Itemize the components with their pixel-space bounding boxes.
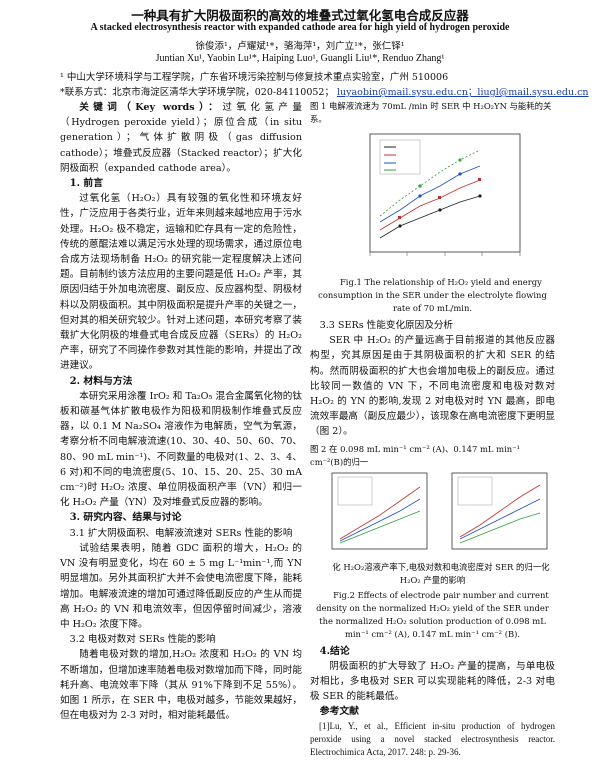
heading: 1. 前言	[69, 178, 104, 190]
figure-1	[369, 133, 521, 256]
reference: [1]Lu, Y., et al., Efficient in-situ pro…	[310, 720, 555, 757]
subheading: 3.2 电极对数对 SERs 性能的影响	[69, 634, 216, 646]
subheading: 3.3 SERs 性能变化原因及分析	[319, 320, 454, 331]
keywords: 过氧化氢产量（Hydrogen peroxide yield）；原位合成（in …	[60, 102, 302, 174]
heading: 参考文献	[319, 706, 359, 718]
paragraph: 阴极面积的扩大导致了 H₂O₂ 产量的提高，与单电极对相比，多电极对 SER 可…	[310, 660, 555, 703]
contact: *联系方式：北京市海淀区清华大学环境学院，020-84110052；	[60, 87, 334, 98]
title: 一种具有扩大阴极面积的高效的堆叠式过氧化氢电合成反应器	[131, 8, 469, 23]
figure-caption: 图 2 在 0.098 mL min⁻¹ cm⁻² (A)、0.147 mL m…	[310, 443, 520, 467]
paragraph: 随着电极对数的增加,H₂O₂ 浓度和 H₂O₂ 的 VN 均不断增加，但增加速率…	[60, 649, 302, 722]
subheading: 3.1 扩大阴极面积、电解液流速对 SERs 性能的影响	[69, 527, 293, 539]
figure-caption: 化 H₂O₂溶液产率下,电极对数和电流密度对 SER 的归一化 H₂O₂ 产量的…	[332, 561, 550, 585]
figure-caption: 图 1 电解液流速为 70mL /min 时 SER 中 H₂O₂YN 与能耗的…	[310, 101, 552, 124]
right-column: 图 1 电解液流速为 70mL /min 时 SER 中 H₂O₂YN 与能耗的…	[310, 100, 555, 759]
heading: 3. 研究内容、结果与讨论	[69, 512, 182, 524]
heading: 4.结论	[319, 645, 350, 657]
heading: 2. 材料与方法	[69, 375, 133, 387]
title-en: A stacked electrosynthesis reactor with …	[90, 22, 510, 33]
figure-2	[331, 472, 548, 550]
authors-en: Juntian Xu¹, Yaobin Lu¹*, Haiping Luo¹, …	[155, 53, 445, 64]
paragraph: 本研究采用涂覆 IrO₂ 和 Ta₂O₅ 混合金属氧化物的钛板和碳基气体扩散电极…	[60, 390, 302, 509]
paragraph: 过氧化氢（H₂O₂）具有较强的氧化性和环境友好性，广泛应用于各类行业，近年来则越…	[60, 193, 302, 372]
figure-caption-en: Fig.1 The relationship of H₂O₂ yield and…	[318, 277, 547, 313]
left-column: 关键词（Key words）：过氧化氢产量（Hydrogen peroxide …	[60, 100, 302, 723]
contact-line: *联系方式：北京市海淀区清华大学环境学院，020-84110052； luyao…	[60, 84, 589, 98]
emails: luyaobin@mail.sysu.edu.cn；liugl@mail.sys…	[336, 87, 589, 98]
paragraph: 试验结果表明，随着 GDC 面积的增大，H₂O₂ 的 VN 没有明显变化，均在 …	[60, 542, 302, 630]
affiliation: ¹ 中山大学环境科学与工程学院，广东省环境污染控制与修复技术重点实验室，广州 5…	[60, 72, 449, 83]
figure-caption-en: Fig.2 Effects of electrode pair number a…	[316, 589, 549, 639]
paragraph: SER 中 H₂O₂ 的产量远高于目前报道的其他反应器构型，究其原因是由于其阴极…	[310, 335, 555, 438]
keywords-label: 关键词（Key words）：	[79, 102, 223, 113]
authors-cn: 徐俊添¹，卢耀斌¹*，骆海萍¹，刘广立¹*，张仁铎¹	[195, 41, 405, 52]
